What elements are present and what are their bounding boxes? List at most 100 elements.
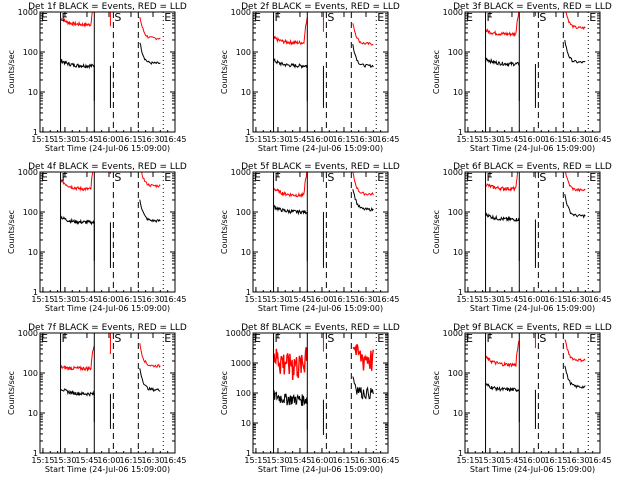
plot-frame [252,11,389,133]
series-group [485,172,586,268]
series-group [60,12,161,108]
lld-series-segment-2 [139,343,161,368]
x-tick-label: 16:45 [588,135,611,144]
lld-series-segment-1 [485,340,520,369]
x-tick-label: 16:15 [119,135,142,144]
marker-label: S [539,332,546,345]
x-tick-label: 15:45 [500,135,523,144]
y-tick-label: 1000 [18,8,38,17]
x-tick-label: 16:15 [332,456,355,465]
x-axis-label: Start Time (24-Jul-06 15:09:00) [45,304,170,313]
series-group [60,333,161,429]
x-tick-label: 16:30 [141,456,164,465]
y-tick-label: 10 [241,419,251,428]
lld-series-segment-2 [352,23,374,46]
x-axis-label: Start Time (24-Jul-06 15:09:00) [470,144,595,153]
series-group [485,333,586,429]
x-tick-label: 16:00 [310,456,333,465]
lld-series-segment-2 [352,172,374,197]
marker-label: S [539,171,546,184]
y-axis-label: Counts/sec [220,50,229,94]
lld-series-segment-1 [485,172,519,192]
y-axis-label: Counts/sec [432,371,441,415]
x-tick-label: 16:00 [97,135,120,144]
x-tick-label: 15:45 [75,135,98,144]
plot-frame [39,11,176,133]
y-tick-label: 1000 [18,329,38,338]
y-tick-label: 10 [241,88,251,97]
x-tick-label: 16:15 [544,456,567,465]
x-tick-label: 15:30 [478,135,501,144]
y-tick-label: 100 [23,208,38,217]
plot-frame [252,171,389,293]
events-series-segment-1 [273,390,308,430]
x-tick-label: 16:30 [566,135,589,144]
events-series-segment-2 [564,40,586,64]
y-tick-label: 100 [236,389,251,398]
y-tick-label: 100 [448,369,463,378]
y-tick-label: 100 [448,208,463,217]
plot-frame [39,332,176,454]
lld-series-segment-2 [352,344,374,371]
x-tick-label: 16:45 [588,295,611,304]
x-tick-label: 15:15 [456,295,479,304]
marker-label: E [466,11,473,24]
x-tick-label: 15:30 [478,295,501,304]
y-tick-label: 1 [33,288,38,297]
y-tick-label: 100 [236,48,251,57]
x-tick-label: 15:30 [53,135,76,144]
y-tick-label: 1 [33,128,38,137]
series-group [273,12,374,108]
series-group [272,333,374,435]
x-tick-label: 15:15 [244,295,267,304]
lld-series-segment-1 [60,172,94,192]
y-tick-label: 1 [458,128,463,137]
events-series-segment-2 [139,42,161,65]
y-axis-label: Counts/sec [7,50,16,94]
marker-label: E [589,332,596,345]
x-tick-label: 15:15 [244,456,267,465]
y-tick-label: 100 [236,208,251,217]
marker-label: F [62,171,68,184]
x-tick-label: 16:45 [163,295,186,304]
marker-label: F [487,171,493,184]
x-tick-label: 15:15 [244,135,267,144]
y-tick-label: 1 [246,288,251,297]
y-axis-label: Counts/sec [432,210,441,254]
x-tick-label: 15:45 [288,295,311,304]
marker-label: E [254,11,261,24]
panel-title: Det 6f BLACK = Events, RED = LLD [453,162,612,172]
x-tick-label: 16:15 [544,295,567,304]
marker-label: E [41,171,48,184]
marker-label: E [41,332,48,345]
x-tick-label: 16:30 [354,135,377,144]
y-tick-label: 1000 [231,359,251,368]
x-tick-label: 15:30 [478,456,501,465]
marker-label: S [327,332,334,345]
y-tick-label: 1000 [18,168,38,177]
x-tick-label: 16:30 [566,456,589,465]
x-tick-label: 15:45 [75,456,98,465]
events-series-segment-1 [273,204,308,261]
y-tick-label: 10 [241,248,251,257]
marker-label: F [275,332,281,345]
plot-frame [464,332,601,454]
x-tick-label: 15:30 [266,456,289,465]
events-series-segment-1 [60,59,95,101]
marker-label: E [377,332,384,345]
y-tick-label: 10 [453,88,463,97]
x-tick-label: 15:30 [53,456,76,465]
y-tick-label: 100 [23,369,38,378]
marker-label: S [327,171,334,184]
y-tick-label: 1000 [443,168,463,177]
lld-series-segment-2 [564,339,586,363]
marker-label: S [327,11,334,24]
x-axis-label: Start Time (24-Jul-06 15:09:00) [45,465,170,474]
x-tick-label: 16:15 [332,135,355,144]
